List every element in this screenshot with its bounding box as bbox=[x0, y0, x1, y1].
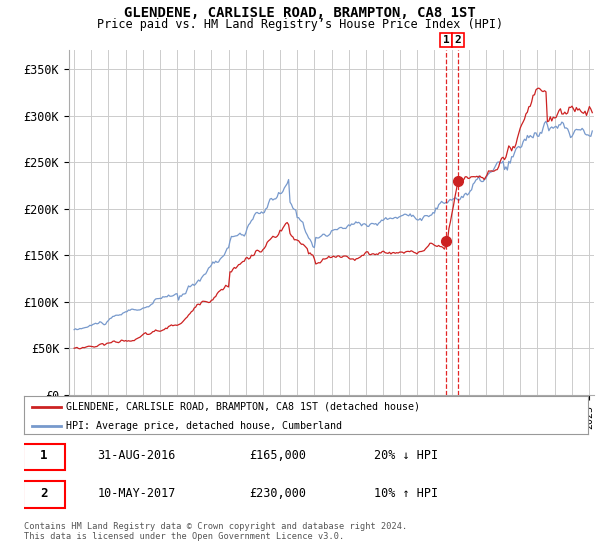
Text: £165,000: £165,000 bbox=[250, 449, 307, 462]
FancyBboxPatch shape bbox=[23, 444, 65, 470]
Text: 20% ↓ HPI: 20% ↓ HPI bbox=[374, 449, 438, 462]
Text: Price paid vs. HM Land Registry’s House Price Index (HPI): Price paid vs. HM Land Registry’s House … bbox=[97, 18, 503, 31]
Text: 2: 2 bbox=[455, 35, 461, 45]
Text: HPI: Average price, detached house, Cumberland: HPI: Average price, detached house, Cumb… bbox=[66, 421, 342, 431]
Text: 1: 1 bbox=[443, 35, 449, 45]
Text: 10% ↑ HPI: 10% ↑ HPI bbox=[374, 487, 438, 500]
Text: 1: 1 bbox=[40, 449, 47, 462]
FancyBboxPatch shape bbox=[23, 482, 65, 508]
Text: Contains HM Land Registry data © Crown copyright and database right 2024.
This d: Contains HM Land Registry data © Crown c… bbox=[24, 522, 407, 542]
Text: £230,000: £230,000 bbox=[250, 487, 307, 500]
Text: GLENDENE, CARLISLE ROAD, BRAMPTON, CA8 1ST (detached house): GLENDENE, CARLISLE ROAD, BRAMPTON, CA8 1… bbox=[66, 402, 420, 412]
Text: 10-MAY-2017: 10-MAY-2017 bbox=[97, 487, 176, 500]
Text: GLENDENE, CARLISLE ROAD, BRAMPTON, CA8 1ST: GLENDENE, CARLISLE ROAD, BRAMPTON, CA8 1… bbox=[124, 6, 476, 20]
Text: 2: 2 bbox=[40, 487, 47, 500]
Text: 31-AUG-2016: 31-AUG-2016 bbox=[97, 449, 176, 462]
